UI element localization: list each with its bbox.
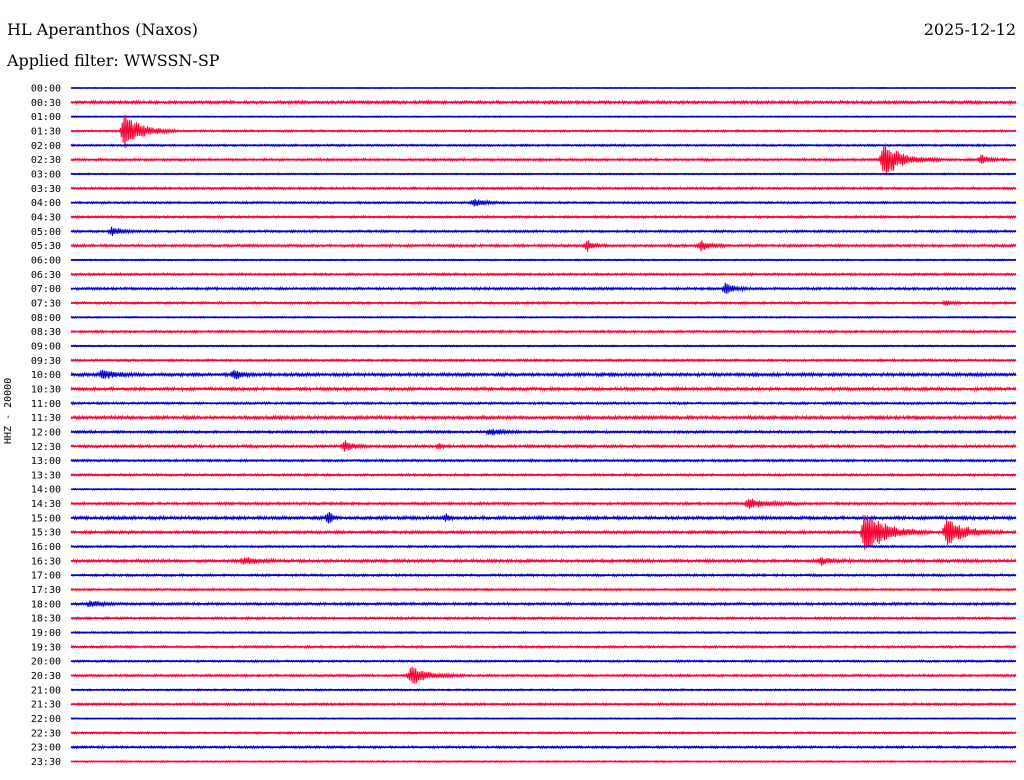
- time-label: 17:30: [31, 585, 61, 596]
- time-label: 16:30: [31, 556, 61, 567]
- time-label: 23:30: [31, 757, 61, 768]
- time-label: 03:00: [31, 169, 61, 180]
- time-label: 10:00: [31, 370, 61, 381]
- time-label: 11:30: [31, 413, 61, 424]
- time-label: 16:00: [31, 542, 61, 553]
- time-label: 02:00: [31, 141, 61, 152]
- time-label: 00:30: [31, 98, 61, 109]
- time-label: 11:00: [31, 399, 61, 410]
- time-label: 21:30: [31, 700, 61, 711]
- time-label: 21:00: [31, 685, 61, 696]
- time-label: 06:00: [31, 255, 61, 266]
- time-label: 07:00: [31, 284, 61, 295]
- date-label: 2025-12-12: [923, 20, 1016, 39]
- time-label: 20:00: [31, 657, 61, 668]
- time-label: 00:00: [31, 84, 61, 95]
- time-label: 19:30: [31, 642, 61, 653]
- time-label: 09:00: [31, 341, 61, 352]
- time-label: 01:30: [31, 126, 61, 137]
- time-label: 15:30: [31, 528, 61, 539]
- time-label: 12:00: [31, 427, 61, 438]
- seismic-traces: [70, 86, 1017, 764]
- time-label: 03:30: [31, 184, 61, 195]
- time-label: 13:30: [31, 470, 61, 481]
- time-label: 22:30: [31, 728, 61, 739]
- time-label: 18:00: [31, 599, 61, 610]
- trace-line: [70, 557, 1017, 566]
- time-label: 22:00: [31, 714, 61, 725]
- channel-label: HHZ - 20000: [3, 377, 14, 444]
- time-label: 19:00: [31, 628, 61, 639]
- time-label: 04:30: [31, 212, 61, 223]
- time-label: 14:00: [31, 485, 61, 496]
- time-label: 23:00: [31, 743, 61, 754]
- trace-line: [70, 744, 1017, 750]
- time-label: 08:00: [31, 313, 61, 324]
- time-label: 08:30: [31, 327, 61, 338]
- time-label: 14:30: [31, 499, 61, 510]
- time-label: 05:30: [31, 241, 61, 252]
- time-label: 09:30: [31, 356, 61, 367]
- time-label: 04:00: [31, 198, 61, 209]
- time-label: 17:00: [31, 571, 61, 582]
- time-label: 12:30: [31, 442, 61, 453]
- time-label: 20:30: [31, 671, 61, 682]
- time-label: 13:00: [31, 456, 61, 467]
- time-label: 02:30: [31, 155, 61, 166]
- time-labels: 00:00 00:30 01:00 01:30 02:00 02:30 03:00 03:30…: [31, 84, 61, 769]
- time-label: 05:00: [31, 227, 61, 238]
- trace-line: [70, 600, 1017, 608]
- time-label: 18:30: [31, 614, 61, 625]
- time-label: 06:30: [31, 270, 61, 281]
- time-label: 01:00: [31, 112, 61, 123]
- time-label: 07:30: [31, 298, 61, 309]
- station-title: HL Aperanthos (Naxos): [7, 20, 198, 39]
- time-label: 10:30: [31, 384, 61, 395]
- filter-label: Applied filter: WWSSN-SP: [7, 51, 220, 70]
- time-label: 15:00: [31, 513, 61, 524]
